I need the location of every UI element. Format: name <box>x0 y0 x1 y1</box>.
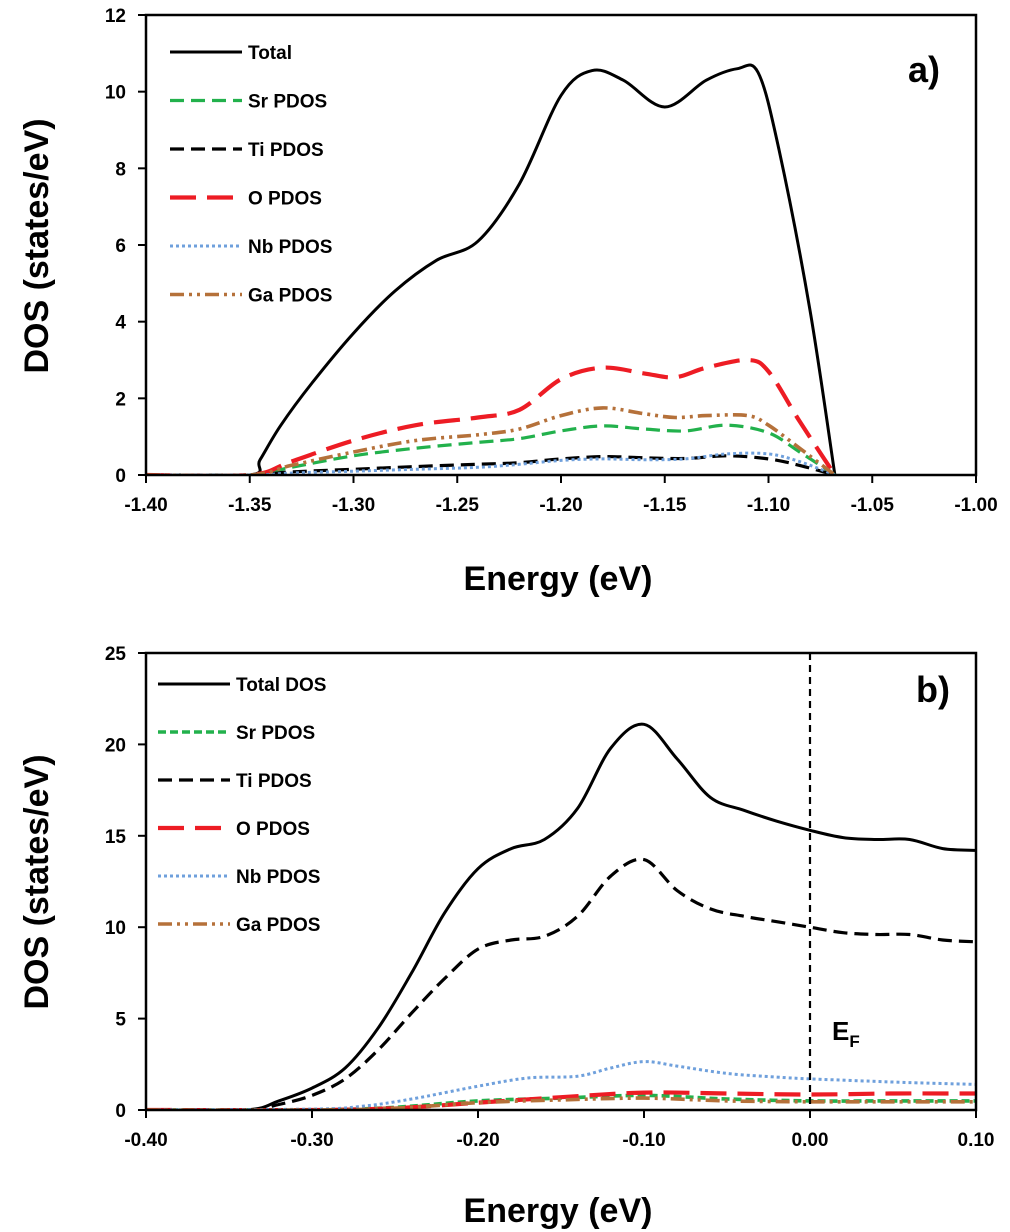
legend-label: Nb PDOS <box>248 237 332 258</box>
y-tick-label: 5 <box>115 1010 126 1031</box>
series-line-ga-pdos <box>146 1096 976 1110</box>
y-tick-label: 12 <box>105 6 126 27</box>
panel-label-a: a) <box>908 49 940 90</box>
legend: Total DOS Sr PDOS Ti PDOS O PDOS Nb PDOS Ga P… <box>158 675 326 936</box>
series-line-total-dos <box>146 722 976 1110</box>
fermi-level-label: EF <box>832 1016 860 1051</box>
x-tick-label: -0.30 <box>290 1130 333 1151</box>
x-tick-label: -1.05 <box>851 495 895 516</box>
x-tick-label: -0.10 <box>622 1130 665 1151</box>
panel-label-b: b) <box>916 669 950 710</box>
y-tick-label: 20 <box>105 735 126 756</box>
y-tick-label: 10 <box>105 918 126 939</box>
x-axis-title-b: Energy (eV) <box>464 1192 653 1230</box>
legend-label: Total DOS <box>236 675 326 696</box>
plot-area-a: -1.40 -1.35 -1.30 -1.25 -1.20 -1.15 -1.10 -1.05… <box>105 6 998 516</box>
x-tick-label: -1.30 <box>332 495 375 516</box>
x-tick-label: -0.20 <box>456 1130 499 1151</box>
series-line-ti-pdos <box>146 857 976 1110</box>
x-tick-label: -1.35 <box>228 495 272 516</box>
y-tick-label: 4 <box>115 313 126 334</box>
x-tick-label: -1.15 <box>643 495 687 516</box>
legend-label: Sr PDOS <box>248 92 327 113</box>
x-tick-label: -1.40 <box>124 495 167 516</box>
y-tick-label: 15 <box>105 827 127 848</box>
chart-panel-a: DOS (states/eV) Energy (eV) a) -1.40 -1.3… <box>18 6 998 598</box>
x-tick-label: -1.00 <box>954 495 997 516</box>
legend-label: Ga PDOS <box>248 286 332 307</box>
y-tick-label: 10 <box>105 83 126 104</box>
series-line-total <box>146 63 837 475</box>
legend-label: Nb PDOS <box>236 867 320 888</box>
y-tick-label: 25 <box>105 644 127 665</box>
plot-frame <box>144 651 978 1112</box>
y-tick-label: 0 <box>115 1101 126 1122</box>
legend-label: Sr PDOS <box>236 723 315 744</box>
y-tick-label: 2 <box>115 389 126 410</box>
x-axis-title-a: Energy (eV) <box>464 560 653 598</box>
x-tick-label: 0.00 <box>792 1130 829 1151</box>
x-tick-label: -1.10 <box>747 495 790 516</box>
fermi-level-label-main: E <box>832 1016 849 1046</box>
legend-label: Ti PDOS <box>236 771 312 792</box>
fermi-level-label-subscript: F <box>849 1032 859 1051</box>
x-tick-label: -0.40 <box>124 1130 167 1151</box>
y-tick-label: 6 <box>115 236 126 257</box>
series-line-nb-pdos <box>146 451 836 475</box>
y-axis-title-b: DOS (states/eV) <box>18 754 56 1009</box>
y-axis-title-a: DOS (states/eV) <box>18 118 56 373</box>
series-line-o-pdos <box>146 357 837 475</box>
legend-label: O PDOS <box>236 819 310 840</box>
series-line-nb-pdos <box>146 1060 976 1110</box>
chart-panel-b: DOS (states/eV) Energy (eV) b) EF -0.40-… <box>18 644 994 1230</box>
legend: Total Sr PDOS Ti PDOS O PDOS Nb PDOS Ga PDOS <box>170 43 332 307</box>
y-tick-label: 0 <box>115 466 126 487</box>
y-tick-label: 8 <box>115 159 126 180</box>
series-line-sr-pdos <box>146 423 836 475</box>
x-tick-label: 0.10 <box>958 1130 995 1151</box>
legend-label: Ga PDOS <box>236 915 320 936</box>
series-line-ti-pdos <box>146 454 836 475</box>
x-tick-label: -1.20 <box>539 495 582 516</box>
x-tick-label: -1.25 <box>436 495 480 516</box>
legend-label: Ti PDOS <box>248 140 324 161</box>
plot-area-b: -0.40 -0.30 -0.20 -0.10 0.00 0.10 0 5 10 15 20 25 To… <box>105 644 995 1151</box>
legend-label: Total <box>248 43 292 64</box>
legend-label: O PDOS <box>248 189 322 210</box>
